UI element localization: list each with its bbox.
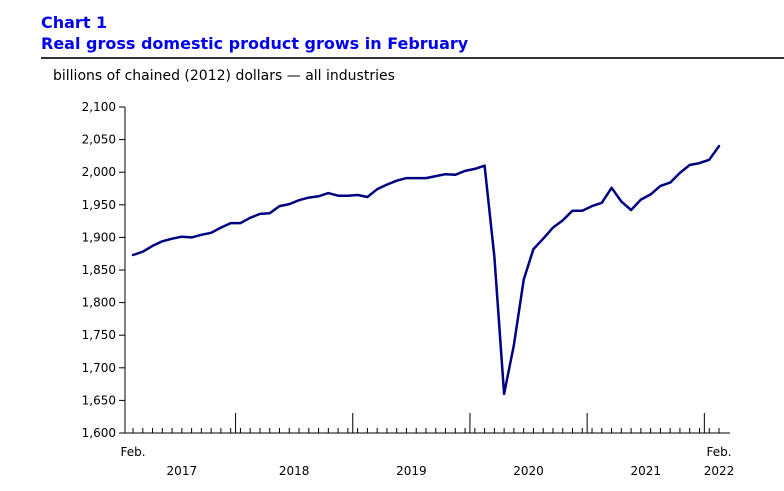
chart-title: Real gross domestic product grows in Feb…: [41, 34, 469, 53]
y-tick-label: 2,100: [82, 100, 116, 114]
y-tick-label: 1,700: [82, 361, 116, 375]
x-start-month-label: Feb.: [120, 445, 145, 459]
chart-number: Chart 1: [41, 13, 108, 32]
y-tick-label: 1,650: [82, 393, 116, 407]
y-axis-unit-label: billions of chained (2012) dollars — all…: [53, 68, 395, 84]
y-tick-label: 2,050: [82, 133, 116, 147]
x-year-label: 2021: [630, 464, 661, 478]
x-axis: Feb. Feb. 2022 2017 2018 2019 2020 2021: [120, 413, 734, 478]
x-year-label: 2020: [513, 464, 544, 478]
x-year-label: 2019: [396, 464, 427, 478]
x-year-label: 2017: [167, 464, 198, 478]
x-year-label: 2018: [279, 464, 310, 478]
y-tick-label: 2,000: [82, 165, 116, 179]
series-group: [131, 144, 721, 396]
x-end-year-label: 2022: [704, 464, 735, 478]
y-axis: 1,600 1,650 1,700 1,750 1,800 1,850 1,900 1,950…: [82, 100, 126, 440]
y-tick-label: 1,600: [82, 426, 116, 440]
series-line: [131, 144, 721, 396]
y-tick-label: 1,850: [82, 263, 116, 277]
y-tick-label: 1,750: [82, 328, 116, 342]
y-tick-label: 1,950: [82, 198, 116, 212]
y-tick-label: 1,800: [82, 296, 116, 310]
title-rule: [41, 57, 784, 59]
y-tick-label: 1,900: [82, 230, 116, 244]
x-end-month-label: Feb.: [706, 445, 731, 459]
